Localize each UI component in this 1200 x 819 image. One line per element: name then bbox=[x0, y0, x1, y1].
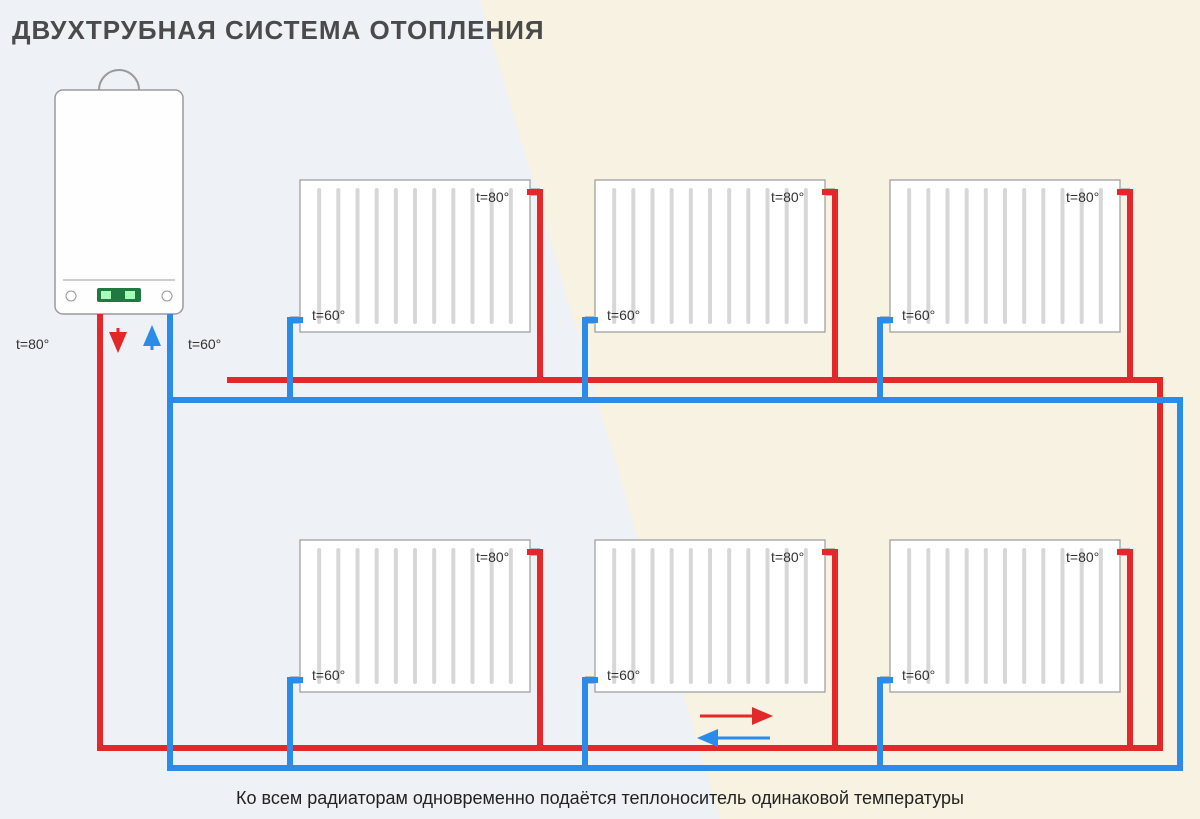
boiler-out-temp: t=80° bbox=[16, 336, 49, 352]
svg-text:t=80°: t=80° bbox=[1066, 549, 1099, 565]
svg-text:t=80°: t=80° bbox=[771, 549, 804, 565]
svg-text:t=60°: t=60° bbox=[607, 667, 640, 683]
svg-text:t=80°: t=80° bbox=[476, 549, 509, 565]
svg-text:t=60°: t=60° bbox=[312, 307, 345, 323]
boiler-in-temp: t=60° bbox=[188, 336, 221, 352]
boiler bbox=[55, 70, 183, 350]
svg-text:t=80°: t=80° bbox=[476, 189, 509, 205]
svg-text:t=60°: t=60° bbox=[312, 667, 345, 683]
radiator: t=80° t=60° bbox=[290, 180, 540, 332]
radiator: t=80° t=60° bbox=[585, 540, 835, 692]
radiator: t=80° t=60° bbox=[290, 540, 540, 692]
radiator: t=80° t=60° bbox=[880, 540, 1130, 692]
svg-text:t=60°: t=60° bbox=[607, 307, 640, 323]
radiator: t=80° t=60° bbox=[880, 180, 1130, 332]
svg-text:t=80°: t=80° bbox=[1066, 189, 1099, 205]
svg-text:t=60°: t=60° bbox=[902, 307, 935, 323]
radiator: t=80° t=60° bbox=[585, 180, 835, 332]
svg-text:t=80°: t=80° bbox=[771, 189, 804, 205]
heating-diagram: t=80° t=60° t=80° t=60° t=80° t=60° t=80° t=60°… bbox=[0, 0, 1200, 819]
caption-text: Ко всем радиаторам одновременно подаётся… bbox=[0, 788, 1200, 809]
svg-text:t=60°: t=60° bbox=[902, 667, 935, 683]
page-title: ДВУХТРУБНАЯ СИСТЕМА ОТОПЛЕНИЯ bbox=[12, 15, 545, 46]
